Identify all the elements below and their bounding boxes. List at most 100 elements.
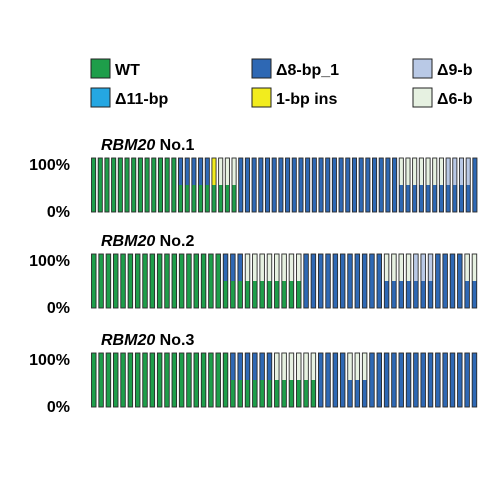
bar-segment-d9 [446, 158, 451, 185]
bar [457, 352, 463, 408]
bar-segment-d9 [413, 254, 419, 281]
bar-segment-wt [172, 254, 177, 308]
bar-segment-d6 [225, 158, 230, 185]
bar-segment-d6 [296, 254, 302, 281]
bar-segment-wt [215, 254, 221, 308]
bar-outline [105, 253, 112, 309]
bar-segment-wt [151, 158, 156, 212]
y-tick-label-top: 100% [29, 157, 70, 174]
bar-segment-d8 [230, 353, 236, 380]
bar-segment-wt [98, 158, 103, 212]
bar-outline [113, 253, 119, 309]
bar [91, 253, 97, 309]
bar-segment-d8 [332, 158, 337, 212]
bar [244, 157, 250, 213]
bar-outline [215, 253, 221, 309]
bar-outline [237, 352, 243, 408]
bar-outline [339, 352, 346, 408]
bar-segment-d8 [457, 254, 463, 308]
bar-segment-wt [142, 353, 148, 407]
bar-outline [354, 253, 361, 309]
legend-swatch-wt [90, 58, 111, 79]
bar [449, 352, 456, 408]
bar [178, 253, 185, 309]
bar-outline [171, 253, 178, 309]
bar-outline [91, 253, 97, 309]
bar-segment-d8 [369, 254, 375, 308]
bar-outline [391, 352, 397, 408]
bar [186, 352, 192, 408]
bar-outline [258, 157, 264, 213]
bar-segment-d8 [377, 254, 382, 308]
bar-outline [418, 157, 424, 213]
bar [251, 157, 257, 213]
bar-segment-d8 [472, 353, 477, 407]
bar [200, 352, 207, 408]
bar-outline [127, 253, 134, 309]
bar-segment-wt [259, 380, 265, 407]
bar [325, 253, 331, 309]
bar [303, 352, 309, 408]
bar [191, 157, 197, 213]
bar-segment-d8 [305, 158, 310, 212]
bar-outline [230, 352, 236, 408]
bar [445, 157, 451, 213]
bar-segment-d6 [245, 254, 250, 281]
bar [224, 157, 230, 213]
bar [259, 352, 265, 408]
bar-segment-d6 [432, 158, 437, 185]
bar [120, 253, 126, 309]
bar-segment-wt [128, 353, 133, 407]
legend-label-wt: WT [115, 62, 140, 79]
bar [345, 157, 351, 213]
bar-outline [131, 157, 137, 213]
bar-outline [200, 253, 207, 309]
bar-segment-d8 [372, 158, 377, 212]
bar [369, 253, 375, 309]
bar-outline [149, 352, 156, 408]
bar-outline [472, 157, 478, 213]
bar-segment-d8 [398, 281, 404, 308]
bar-segment-wt [191, 185, 196, 212]
bar-segment-wt [193, 353, 199, 407]
bar-segment-wt [120, 254, 126, 308]
bar-segment-wt [157, 254, 162, 308]
bar [288, 352, 295, 408]
bar [252, 253, 258, 309]
bar-segment-d8 [345, 158, 350, 212]
bar [398, 253, 404, 309]
bar [365, 157, 371, 213]
panel-title-gene: RBM20 [101, 137, 155, 154]
bar-outline [151, 157, 157, 213]
bar [385, 157, 391, 213]
bar-outline [296, 253, 302, 309]
bar-segment-d8 [303, 254, 309, 308]
bar [186, 253, 192, 309]
bar-outline [222, 352, 229, 408]
bar-outline [378, 157, 384, 213]
bar [303, 253, 309, 309]
bar [435, 352, 441, 408]
bar [391, 352, 397, 408]
bar-outline [413, 253, 419, 309]
panel-title-number: No.1 [155, 137, 194, 154]
bar-outline [427, 253, 434, 309]
bar-segment-d8 [420, 281, 426, 308]
bar-segment-wt [267, 281, 272, 308]
bar-segment-d8 [333, 353, 338, 407]
bar-segment-wt [165, 158, 170, 212]
bar-segment-d8 [325, 158, 330, 212]
bar-segment-wt [185, 185, 190, 212]
bar-outline [405, 352, 412, 408]
bar [435, 253, 441, 309]
bar-segment-d6 [231, 158, 237, 185]
bar-outline [171, 157, 177, 213]
bar [117, 157, 123, 213]
bar-outline [458, 157, 465, 213]
bar-segment-wt [215, 353, 221, 407]
bar [264, 157, 271, 213]
bar-outline [178, 352, 185, 408]
bar [298, 157, 304, 213]
bar-outline [200, 352, 207, 408]
bar-segment-d8 [185, 158, 190, 185]
